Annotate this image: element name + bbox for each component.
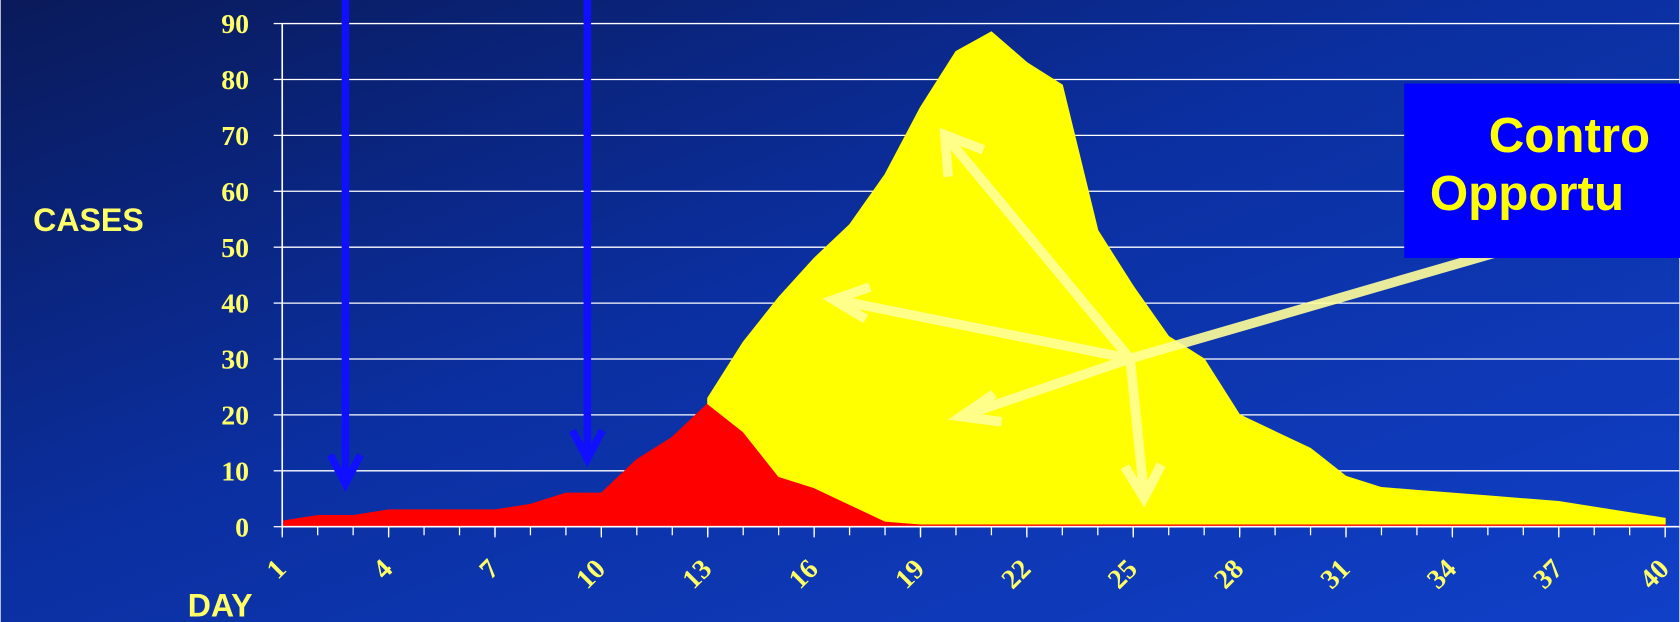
- y-axis-label: CASES: [33, 202, 144, 238]
- annotation-line: Opportu: [1430, 166, 1624, 221]
- y-tick-label: 80: [221, 65, 249, 96]
- x-axis-label: DAY: [188, 588, 253, 622]
- arrow: [1125, 358, 1149, 496]
- annotation-line: Contro: [1489, 108, 1650, 163]
- arrow: [834, 295, 1132, 364]
- y-tick-label: 70: [221, 121, 249, 152]
- arrow: [962, 354, 1132, 420]
- arrow-head: [1120, 462, 1166, 508]
- arrow-head: [327, 453, 364, 493]
- y-tick-label: 50: [221, 233, 249, 264]
- control-arrows: [822, 127, 1501, 508]
- y-tick-label: 90: [221, 9, 249, 40]
- arrow-head: [822, 282, 872, 324]
- y-tick-label: 40: [221, 289, 249, 320]
- y-tick-label: 20: [221, 401, 249, 432]
- pointer-line: [1128, 246, 1501, 364]
- arrow: [944, 136, 1134, 362]
- annotation-box: [1404, 83, 1680, 259]
- y-tick-label: 10: [221, 456, 249, 487]
- arrow-head: [569, 428, 606, 468]
- arrow-head: [947, 389, 1003, 427]
- y-tick-label: 30: [221, 345, 249, 376]
- arrow-head: [939, 127, 986, 178]
- y-tick-label: 60: [221, 177, 249, 208]
- y-tick-label: 0: [235, 512, 249, 543]
